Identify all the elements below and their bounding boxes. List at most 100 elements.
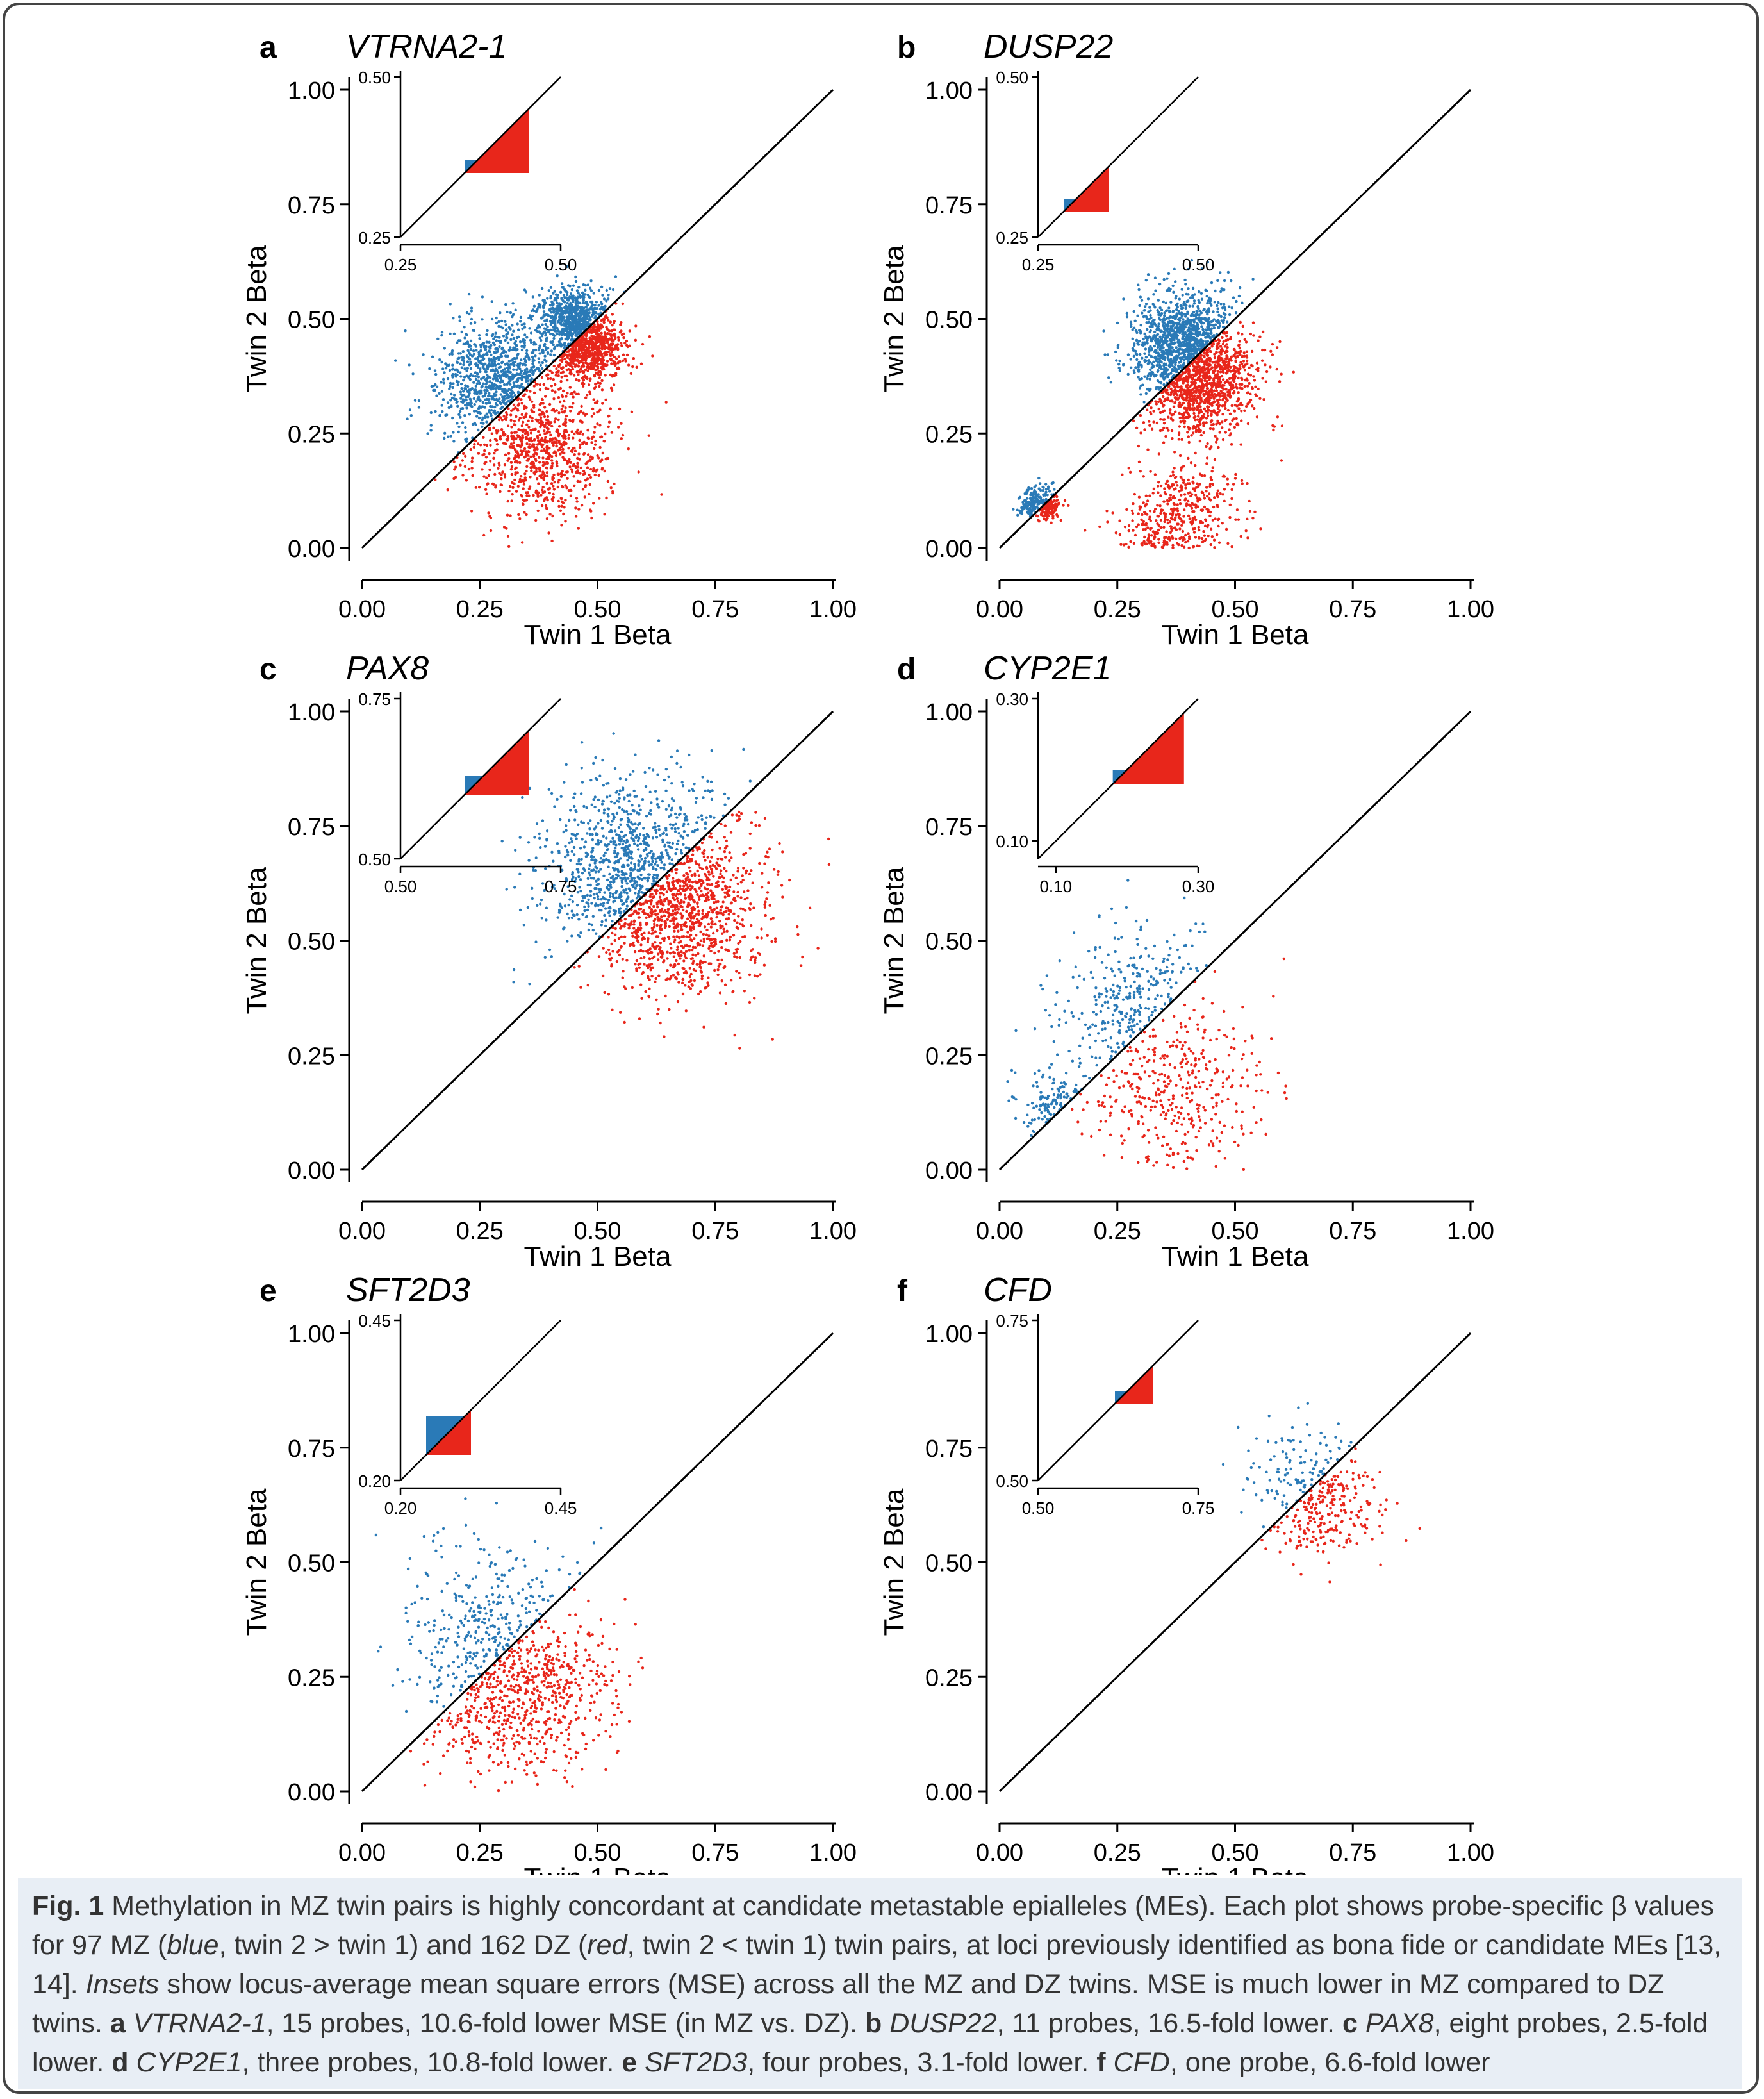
point [1139, 384, 1143, 387]
point [566, 354, 570, 357]
point [1257, 387, 1260, 391]
point [568, 316, 571, 320]
point [559, 472, 563, 476]
point [1216, 310, 1219, 313]
point [1194, 314, 1198, 318]
point [549, 466, 553, 470]
point [593, 374, 597, 378]
point [554, 318, 557, 321]
point [454, 398, 457, 401]
point [529, 368, 532, 372]
point [465, 311, 469, 315]
point [584, 359, 588, 362]
point [550, 371, 554, 374]
point [573, 432, 576, 436]
point [1185, 312, 1188, 316]
point [479, 367, 482, 370]
point [510, 426, 513, 429]
point [1137, 368, 1141, 371]
point [565, 291, 569, 294]
point [1028, 512, 1031, 515]
point [543, 344, 546, 348]
point [1223, 288, 1226, 292]
point [592, 367, 596, 370]
point [1192, 353, 1195, 356]
point [531, 351, 535, 354]
point [517, 419, 521, 422]
point [1135, 353, 1139, 356]
point [567, 489, 571, 492]
point [1202, 431, 1205, 435]
point [525, 469, 528, 473]
point [525, 431, 529, 434]
point [523, 322, 526, 326]
point [532, 461, 535, 465]
point [506, 354, 509, 358]
point [1153, 344, 1157, 348]
point [1185, 333, 1189, 336]
point [481, 419, 484, 422]
point [557, 340, 561, 344]
point [404, 329, 407, 333]
point [1182, 318, 1185, 321]
point [578, 438, 581, 442]
point [494, 486, 497, 489]
point [477, 452, 481, 455]
point [590, 300, 594, 304]
point [465, 369, 468, 372]
point [607, 345, 611, 348]
point [1161, 376, 1164, 379]
point [1186, 349, 1189, 352]
point [1223, 279, 1226, 283]
point [1146, 338, 1149, 342]
point [1163, 351, 1166, 354]
point [567, 447, 570, 450]
point [472, 349, 475, 353]
point [560, 307, 563, 310]
point [1192, 411, 1196, 415]
point [615, 357, 618, 360]
point [577, 392, 580, 395]
point [1272, 428, 1275, 432]
point [1044, 483, 1048, 486]
point [572, 419, 575, 422]
point [1209, 329, 1213, 333]
point [1171, 322, 1175, 325]
point [565, 395, 568, 398]
point [1198, 316, 1201, 319]
point [603, 440, 606, 443]
point [478, 381, 481, 385]
point [525, 459, 529, 462]
point [460, 356, 463, 359]
inset-y-tick-label: 0.25 [358, 228, 391, 247]
point [509, 346, 512, 349]
point [493, 451, 496, 455]
point [614, 275, 618, 278]
point [570, 335, 573, 338]
point [1191, 286, 1195, 290]
point [579, 367, 582, 371]
point [514, 450, 518, 454]
point [572, 475, 575, 478]
point [586, 369, 589, 372]
point [478, 390, 481, 393]
point [552, 488, 556, 491]
point [529, 431, 532, 435]
point [1219, 290, 1223, 294]
point [497, 467, 500, 470]
point [623, 342, 627, 345]
point [558, 315, 561, 318]
point [1146, 408, 1149, 411]
point [539, 416, 543, 419]
point [510, 499, 513, 502]
point [448, 387, 451, 390]
point [553, 345, 557, 349]
point [579, 313, 582, 316]
point [552, 473, 556, 477]
point [592, 357, 596, 360]
point [1152, 360, 1155, 363]
point [1143, 305, 1147, 308]
point [500, 428, 504, 431]
point [524, 290, 528, 294]
point [555, 301, 559, 304]
